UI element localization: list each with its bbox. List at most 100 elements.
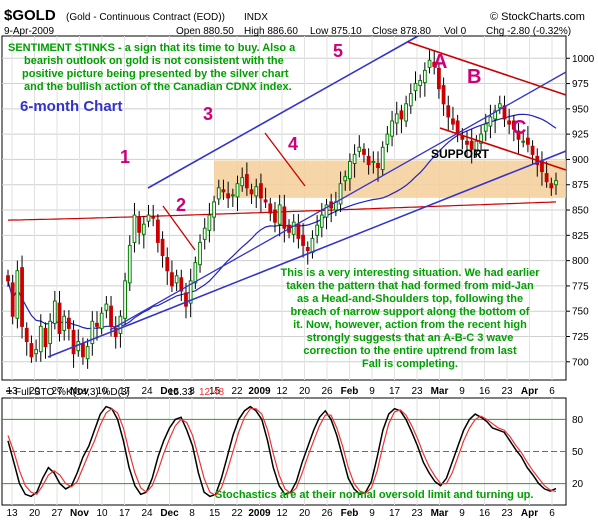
sto-date-tick-label: 2009 [248,508,271,519]
wave-label-5: 5 [333,41,343,61]
wave-label-2: 2 [176,195,186,215]
price-candle [483,113,488,142]
price-candle [324,198,329,230]
price-candle [151,204,156,227]
price-candle [240,167,245,192]
sto-date-tick-label: 8 [189,508,195,519]
price-tick-label: 725 [572,332,589,343]
date-tick-label: Dec [160,386,179,397]
sentiment-line-1: SENTIMENT STINKS - a sign that its time … [8,42,296,54]
price-candle [62,310,67,341]
sto-date-tick-label: 26 [321,508,333,519]
date-tick-label: Apr [521,386,538,397]
ohlc-open: Open 880.50 [176,26,234,37]
price-candle [99,307,104,335]
price-candle [422,62,427,97]
sto-legend-text: Full STO %K(14,3) %D(3) [15,387,130,398]
abc-lower-line [439,127,567,171]
price-candle [413,71,418,101]
price-candle [244,162,249,196]
price-tick-label: 775 [572,281,589,292]
price-candle [71,320,76,368]
price-candle [34,339,38,362]
situation-line-5: it. Now, however, action from the recent… [293,319,527,331]
wave-label-3: 3 [203,104,213,124]
date-tick-label: 27 [51,386,63,397]
price-candle [338,171,343,213]
sto-date-tick-label: 10 [96,508,108,519]
sto-date-tick-label: 9 [369,508,375,519]
sto-date-tick-label: Apr [521,508,538,519]
date-tick-label: 15 [209,386,221,397]
price-candle [132,202,137,253]
date-tick-label: 12 [276,386,288,397]
price-candle [418,74,423,98]
situation-line-6: strongly suggests that an A-B-C 3 wave [307,332,514,344]
moving-average-short [7,113,557,330]
price-candle [385,126,390,153]
price-candle [432,50,437,75]
ohlc-close: Close 878.80 [372,26,431,37]
date-axis: 131320202727NovNov101017172424DecDec8815… [6,386,555,519]
price-tick-label: 750 [572,307,589,318]
sto-date-tick-label: 20 [299,508,311,519]
price-tick-label: 925 [572,130,589,141]
price-candle [348,153,352,191]
ohlc-low: Low 875.10 [310,26,362,37]
abc-labels: A B C [433,51,526,139]
price-candle [193,256,198,289]
price-candle [48,313,53,358]
support-zone [214,160,566,198]
wave-label-1: 1 [120,147,130,167]
price-candle [10,274,15,325]
support-label: SUPPORT [431,147,490,161]
situation-note: This is a very interesting situation. We… [281,267,541,370]
six-month-label: 6-month Chart [20,98,123,115]
wave-labels: 1 2 3 4 5 [120,41,343,215]
sto-date-tick-label: Feb [341,508,359,519]
date-tick-label: 22 [231,386,243,397]
price-candle [521,131,526,148]
price-panel: 700 725 750 775 800 825 850 875 900 925 950 975 1000 [1,35,595,381]
price-candle [343,170,348,191]
date-tick-label: 26 [321,386,333,397]
price-candle [113,316,118,349]
moving-average-long [7,201,557,221]
price-candle [52,290,57,330]
abc-label-b: B [467,66,481,88]
price-candle [277,194,282,237]
sto-d-value: 12.48 [199,387,224,398]
date-tick-label: Nov [70,386,89,397]
sto-date-tick-label: 12 [276,508,288,519]
wave-label-4: 4 [288,134,298,154]
price-candle [493,104,498,134]
date-tick-label: 2009 [248,386,271,397]
price-candle [123,272,127,325]
stochastic-panel: 20 50 80 Full STO %K(14,3) %D(3) 15.33 12.… [1,387,584,506]
price-candle [394,101,399,136]
price-candle [57,290,62,342]
price-candle [95,311,99,341]
sto-date-tick-label: 6 [549,508,555,519]
price-tick-label: 950 [572,104,589,115]
price-candle [85,338,90,369]
price-candle [268,197,273,222]
price-tick-label: 900 [572,155,589,166]
price-candle [127,235,132,291]
price-candle [137,211,142,245]
sto-date-tick-label: 13 [6,508,18,519]
inner-trendline [109,71,567,331]
price-candle [357,135,362,158]
sto-date-tick-label: 22 [231,508,243,519]
ohlc-high: High 886.60 [244,26,298,37]
price-candle [301,223,305,258]
chart-symbol: $GOLD [4,7,56,24]
price-candle [104,296,109,319]
situation-line-3: as a Head-and-Shoulders top, following t… [297,293,523,305]
price-candle [146,204,151,228]
price-candle [451,106,455,131]
date-tick-label: 20 [299,386,311,397]
price-tick-label: 875 [572,180,589,191]
price-candle [226,181,231,208]
